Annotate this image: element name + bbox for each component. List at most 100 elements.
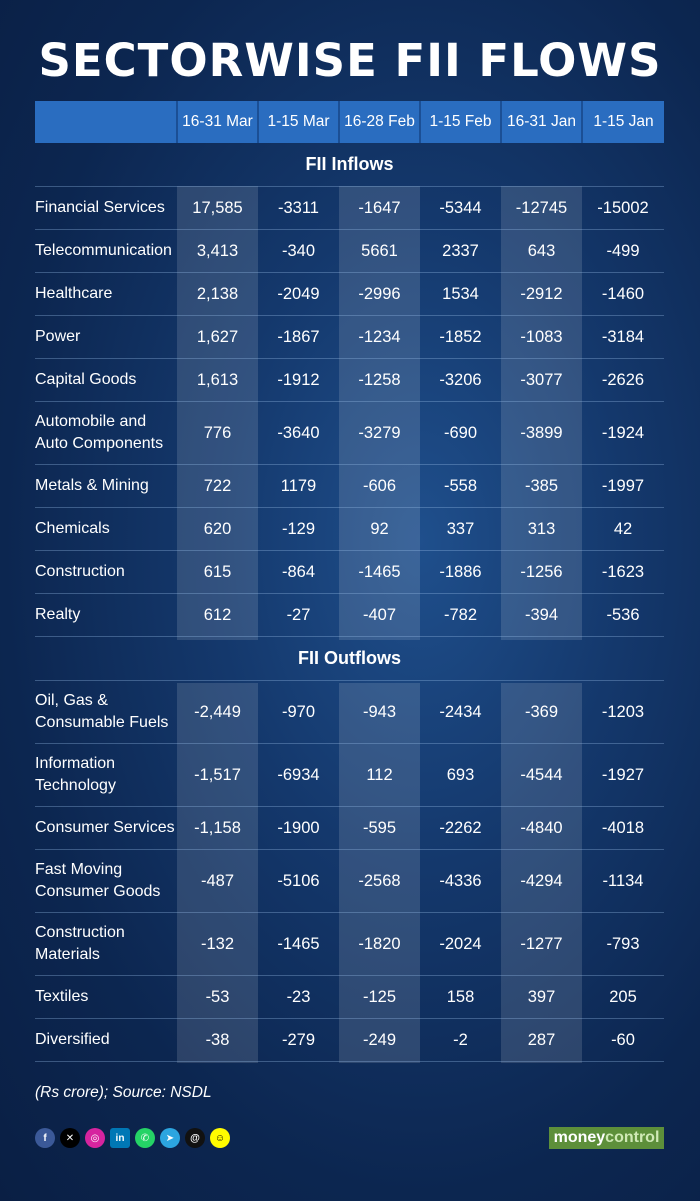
value-cell: -1083 (501, 315, 582, 359)
table-row: Chemicals 620 -129 92 337 313 42 (35, 507, 664, 551)
table-row: Financial Services 17,585 -3311 -1647 -5344-… (35, 186, 664, 230)
value-cell: 112 (339, 743, 420, 807)
value-cell: -2049 (258, 272, 339, 316)
value-cell: -1924 (582, 401, 664, 465)
table-row: Consumer Services -1,158 -1900 -595 -2262 -48… (35, 806, 664, 850)
table-row: Fast Moving Consumer Goods -487 -5106 -2568… (35, 849, 664, 913)
value-cell: -1,517 (177, 743, 258, 807)
value-cell: -385 (501, 464, 582, 508)
column-header: 1-15 Jan (581, 101, 664, 143)
value-cell: -340 (258, 229, 339, 273)
value-cell: -23 (258, 975, 339, 1019)
value-cell: 620 (177, 507, 258, 551)
table-row: Realty 612 -27 -407 -782 -394 -536 (35, 593, 664, 637)
table-row: Diversified -38 -279 -249 -2 287 -60 (35, 1018, 664, 1062)
value-cell: -1886 (420, 550, 501, 594)
value-cell: 205 (582, 975, 664, 1019)
brand-part1: money (553, 1129, 606, 1146)
value-cell: -4840 (501, 806, 582, 850)
telegram-icon[interactable]: ➤ (160, 1128, 180, 1148)
value-cell: 287 (501, 1018, 582, 1062)
value-cell: -15002 (582, 186, 664, 230)
value-cell: -4336 (420, 849, 501, 913)
table-row: Power 1,627 -1867 -1234 -1852 -1083 -3184 (35, 315, 664, 359)
value-cell: -129 (258, 507, 339, 551)
value-cell: -1997 (582, 464, 664, 508)
value-cell: 1,627 (177, 315, 258, 359)
value-cell: 42 (582, 507, 664, 551)
table-row: Capital Goods 1,613 -1912 -1258 -3206 -3077 -2… (35, 358, 664, 402)
value-cell: -279 (258, 1018, 339, 1062)
sector-label: Metals & Mining (35, 464, 177, 508)
value-cell: -4294 (501, 849, 582, 913)
moneycontrol-logo[interactable]: moneycontrol (549, 1127, 664, 1149)
threads-icon[interactable]: @ (185, 1128, 205, 1148)
table-row: Automobile and Auto Components 776 -3640 -3… (35, 401, 664, 465)
sector-label: Telecommunication (35, 229, 177, 273)
value-cell: -60 (582, 1018, 664, 1062)
value-cell: -4018 (582, 806, 664, 850)
brand-part2: control (605, 1129, 660, 1146)
page-title: SECTORWISE FII FLOWS (38, 34, 662, 87)
value-cell: -3206 (420, 358, 501, 402)
value-cell: -2 (420, 1018, 501, 1062)
sector-label: Power (35, 315, 177, 359)
instagram-icon[interactable]: ◎ (85, 1128, 105, 1148)
column-header: 16-31 Mar (176, 101, 258, 143)
value-cell: 693 (420, 743, 501, 807)
facebook-icon[interactable]: f (35, 1128, 55, 1148)
value-cell: -3077 (501, 358, 582, 402)
sector-label: Construction Materials (35, 912, 177, 976)
x-icon[interactable]: ✕ (60, 1128, 80, 1148)
value-cell: -4544 (501, 743, 582, 807)
table-row: Metals & Mining 722 1179 -606 -558 -385 -1997 (35, 464, 664, 508)
column-header: 1-15 Mar (257, 101, 339, 143)
value-cell: 2,138 (177, 272, 258, 316)
value-cell: -970 (258, 680, 339, 744)
table-row: Information Technology -1,517 -6934 112 693-… (35, 743, 664, 807)
whatsapp-icon[interactable]: ✆ (135, 1128, 155, 1148)
value-cell: -3279 (339, 401, 420, 465)
value-cell: -1460 (582, 272, 664, 316)
linkedin-icon[interactable]: in (110, 1128, 130, 1148)
table-row: Textiles -53 -23 -125 158 397 205 (35, 975, 664, 1019)
value-cell: -38 (177, 1018, 258, 1062)
value-cell: -1256 (501, 550, 582, 594)
value-cell: -249 (339, 1018, 420, 1062)
value-cell: 3,413 (177, 229, 258, 273)
value-cell: -487 (177, 849, 258, 913)
value-cell: -1465 (339, 550, 420, 594)
value-cell: 2337 (420, 229, 501, 273)
value-cell: -407 (339, 593, 420, 637)
value-cell: -1623 (582, 550, 664, 594)
value-cell: -3640 (258, 401, 339, 465)
value-cell: -369 (501, 680, 582, 744)
value-cell: -2262 (420, 806, 501, 850)
value-cell: 643 (501, 229, 582, 273)
sector-label: Healthcare (35, 272, 177, 316)
value-cell: -793 (582, 912, 664, 976)
value-cell: -1852 (420, 315, 501, 359)
value-cell: -1,158 (177, 806, 258, 850)
value-cell: -595 (339, 806, 420, 850)
value-cell: -1927 (582, 743, 664, 807)
sector-label: Diversified (35, 1018, 177, 1062)
value-cell: -943 (339, 680, 420, 744)
table-row: Construction 615 -864 -1465 -1886 -1256 -1623 (35, 550, 664, 594)
value-cell: -2626 (582, 358, 664, 402)
value-cell: -1234 (339, 315, 420, 359)
value-cell: 92 (339, 507, 420, 551)
table-row: Telecommunication 3,413 -340 5661 2337 643 -49… (35, 229, 664, 273)
snapchat-icon[interactable]: ☺ (210, 1128, 230, 1148)
sector-label: Realty (35, 593, 177, 637)
section-title: FII Inflows (35, 143, 664, 187)
value-cell: -5344 (420, 186, 501, 230)
value-cell: -1258 (339, 358, 420, 402)
value-cell: -558 (420, 464, 501, 508)
value-cell: -782 (420, 593, 501, 637)
sector-label: Chemicals (35, 507, 177, 551)
value-cell: -1647 (339, 186, 420, 230)
value-cell: 1534 (420, 272, 501, 316)
header-row: 16-31 Mar 1-15 Mar 16-28 Feb 1-15 Feb 16… (35, 101, 664, 143)
value-cell: -5106 (258, 849, 339, 913)
